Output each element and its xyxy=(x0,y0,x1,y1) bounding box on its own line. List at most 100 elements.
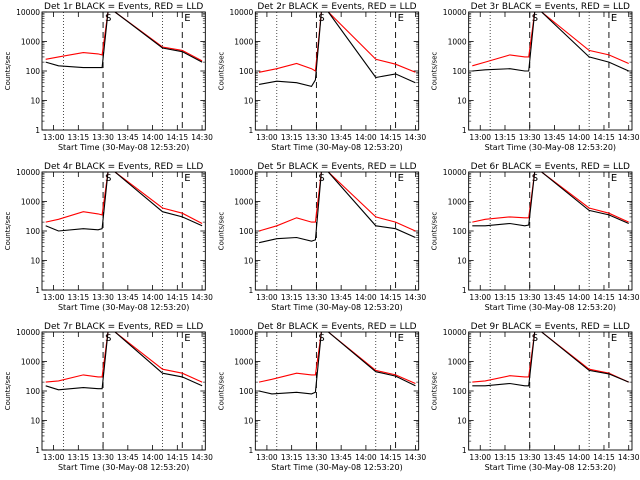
interval-marker-label: E xyxy=(398,13,404,24)
y-tick-label: 10000 xyxy=(229,168,253,177)
x-axis-label: Start Time (30-May-08 12:53:20) xyxy=(58,143,189,152)
x-tick-label: 14:00 xyxy=(355,133,377,142)
x-tick-label: 13:00 xyxy=(256,453,278,462)
detector-panel: Det 7r BLACK = Events, RED = LLD 1 10 100 10… xyxy=(4,322,213,472)
y-tick-label: 10000 xyxy=(443,8,467,17)
y-tick-label: 1000 xyxy=(448,38,467,47)
x-tick-label: 14:30 xyxy=(405,453,427,462)
y-axis-label: Counts/sec xyxy=(4,372,12,411)
x-tick-label: 14:15 xyxy=(380,133,402,142)
x-tick-label: 14:15 xyxy=(380,453,402,462)
y-tick-label: 1000 xyxy=(234,38,253,47)
y-tick-label: 10000 xyxy=(229,328,253,337)
x-tick-label: 13:00 xyxy=(256,133,278,142)
detector-panel: Det 2r BLACK = Events, RED = LLD 1 10 100 10… xyxy=(217,2,426,152)
y-tick-label: 1000 xyxy=(21,38,40,47)
x-tick-label: 13:00 xyxy=(43,133,65,142)
x-axis-label: Start Time (30-May-08 12:53:20) xyxy=(271,463,402,472)
interval-marker-label: S xyxy=(318,13,324,24)
y-tick-label: 1000 xyxy=(234,358,253,367)
x-tick-label: 13:00 xyxy=(469,453,491,462)
x-tick-label: 14:30 xyxy=(618,133,640,142)
x-tick-label: 14:30 xyxy=(191,293,213,302)
x-tick-label: 13:15 xyxy=(281,293,303,302)
detector-panel: Det 6r BLACK = Events, RED = LLD 1 10 100 10… xyxy=(431,162,640,312)
interval-marker-label: S xyxy=(105,173,111,184)
events-rate-line xyxy=(472,172,629,227)
x-tick-label: 13:45 xyxy=(330,453,352,462)
x-tick-label: 13:15 xyxy=(494,133,516,142)
y-tick-label: 10 xyxy=(457,97,467,106)
x-tick-label: 13:45 xyxy=(330,293,352,302)
y-axis-label: Counts/sec xyxy=(217,212,225,251)
interval-marker-label: E xyxy=(398,333,404,344)
x-axis-label: Start Time (30-May-08 12:53:20) xyxy=(271,303,402,312)
y-axis-label: Counts/sec xyxy=(431,372,439,411)
y-tick-label: 100 xyxy=(452,227,467,236)
y-tick-label: 100 xyxy=(452,387,467,396)
y-tick-label: 100 xyxy=(26,227,41,236)
lld-rate-line xyxy=(45,172,203,224)
panel-title: Det 5r BLACK = Events, RED = LLD xyxy=(257,162,416,172)
events-rate-line xyxy=(258,332,416,395)
x-tick-label: 13:30 xyxy=(92,293,114,302)
x-tick-label: 13:15 xyxy=(68,453,90,462)
y-tick-label: 10 xyxy=(30,257,40,266)
x-axis-label: Start Time (30-May-08 12:53:20) xyxy=(485,303,616,312)
x-tick-label: 14:15 xyxy=(593,453,615,462)
y-axis-label: Counts/sec xyxy=(217,52,225,91)
interval-marker-label: S xyxy=(318,333,324,344)
interval-marker-label: S xyxy=(105,333,111,344)
y-tick-label: 10 xyxy=(244,417,254,426)
y-tick-label: 10 xyxy=(30,417,40,426)
plot-frame xyxy=(254,171,420,291)
y-tick-label: 10000 xyxy=(16,168,40,177)
y-tick-label: 1 xyxy=(249,126,254,135)
x-tick-label: 14:00 xyxy=(568,453,590,462)
plot-frame xyxy=(41,171,206,291)
x-axis-label: Start Time (30-May-08 12:53:20) xyxy=(485,143,616,152)
x-tick-label: 13:00 xyxy=(43,453,65,462)
x-tick-label: 14:00 xyxy=(142,133,164,142)
y-tick-label: 100 xyxy=(239,387,254,396)
y-tick-label: 10000 xyxy=(16,328,40,337)
y-tick-label: 10 xyxy=(30,97,40,106)
events-rate-line xyxy=(45,172,203,232)
y-tick-label: 1 xyxy=(462,446,467,455)
y-tick-label: 10000 xyxy=(16,8,40,17)
x-tick-label: 13:30 xyxy=(519,293,541,302)
x-tick-label: 13:15 xyxy=(68,293,90,302)
x-tick-label: 14:30 xyxy=(405,293,427,302)
x-tick-label: 14:30 xyxy=(191,133,213,142)
y-axis-label: Counts/sec xyxy=(431,52,439,91)
y-tick-label: 1 xyxy=(462,126,467,135)
x-tick-label: 14:30 xyxy=(191,453,213,462)
y-tick-label: 1000 xyxy=(448,358,467,367)
interval-marker-label: E xyxy=(611,333,617,344)
y-tick-label: 1 xyxy=(462,286,467,295)
y-tick-label: 100 xyxy=(239,227,254,236)
x-tick-label: 13:00 xyxy=(469,133,491,142)
y-tick-label: 1000 xyxy=(21,358,40,367)
x-tick-label: 13:45 xyxy=(330,133,352,142)
lld-rate-line xyxy=(472,12,629,67)
plot-frame xyxy=(41,331,206,451)
x-tick-label: 13:30 xyxy=(306,133,328,142)
plot-frame xyxy=(41,11,206,131)
panel-title: Det 1r BLACK = Events, RED = LLD xyxy=(44,2,203,12)
y-tick-label: 1 xyxy=(249,286,254,295)
x-tick-label: 13:15 xyxy=(68,133,90,142)
y-tick-label: 1 xyxy=(35,126,40,135)
events-rate-line xyxy=(258,172,416,244)
y-axis-label: Counts/sec xyxy=(431,212,439,251)
x-tick-label: 13:30 xyxy=(519,453,541,462)
x-tick-label: 13:30 xyxy=(92,133,114,142)
interval-marker-label: E xyxy=(184,173,190,184)
y-tick-label: 1 xyxy=(35,446,40,455)
x-tick-label: 14:00 xyxy=(142,453,164,462)
panel-title: Det 6r BLACK = Events, RED = LLD xyxy=(471,162,630,172)
x-tick-label: 14:15 xyxy=(167,293,189,302)
interval-marker-label: E xyxy=(184,333,190,344)
plot-frame xyxy=(468,11,633,131)
